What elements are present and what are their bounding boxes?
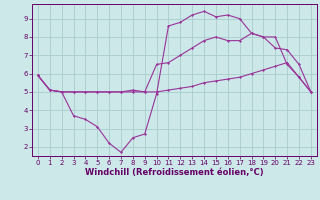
X-axis label: Windchill (Refroidissement éolien,°C): Windchill (Refroidissement éolien,°C) (85, 168, 264, 177)
